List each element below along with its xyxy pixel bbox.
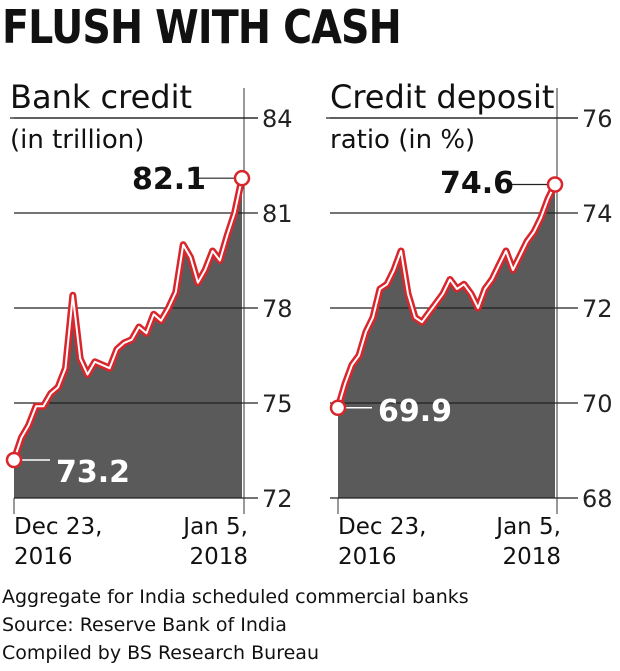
chart2-start-value-label: 69.9	[378, 394, 452, 429]
chart1-x-label-end-line-2: 2018	[189, 544, 248, 570]
chart2-end-value-label: 74.6	[440, 166, 514, 201]
chart2-x-label-start-line-1: Dec 23,	[338, 514, 426, 540]
chart2-x-label-end-line-2: 2018	[502, 544, 561, 570]
chart2-x-label-start-line-2: 2016	[338, 544, 397, 570]
chart1-x-label-start-line-2: 2016	[14, 544, 73, 570]
chart1-x-label-start-line-1: Dec 23,	[14, 514, 102, 540]
chart1-title-line-1: Bank credit	[10, 78, 192, 116]
chart2-y-tick-label: 74	[582, 200, 613, 228]
charts-container: 84 81 78 75 72 73.2 82.1 Bank credit (in trillio…	[5, 78, 613, 570]
chart1-y-tick-label: 78	[262, 295, 293, 323]
chart2-end-marker	[546, 176, 564, 193]
chart1-y-tick-label: 75	[262, 390, 293, 418]
headline: FLUSH WITH CASH	[2, 0, 402, 54]
footer-credit: Compiled by BS Research Bureau	[2, 642, 319, 664]
chart2-title-line-1: Credit deposit	[330, 78, 554, 116]
chart2-start-marker	[329, 399, 347, 416]
chart1-title-line-2: (in trillion)	[10, 125, 144, 155]
chart2-y-tick-label: 70	[582, 390, 613, 418]
chart1-y-tick-label: 84	[262, 105, 293, 133]
chart2-series-highlight	[337, 183, 556, 409]
chart1-start-marker	[5, 451, 23, 469]
chart1-y-tick-label: 72	[262, 485, 293, 513]
chart2-x-label-end-line-1: Jan 5,	[494, 514, 561, 540]
chart2-y-tick-label: 72	[582, 295, 613, 323]
chart1-series-highlight	[13, 177, 243, 461]
chart1-x-label-end-line-1: Jan 5,	[181, 514, 248, 540]
chart1-end-marker	[233, 169, 251, 187]
footer-source: Source: Reserve Bank of India	[2, 614, 287, 636]
chart2-title-line-2: ratio (in %)	[330, 125, 475, 155]
chart1-end-value-label: 82.1	[132, 162, 206, 197]
chart2-y-tick-label: 76	[582, 105, 613, 133]
footer-note: Aggregate for India scheduled commercial…	[2, 586, 469, 608]
chart1-y-tick-label: 81	[262, 200, 293, 228]
chart2-area	[338, 184, 555, 498]
chart2-y-tick-label: 68	[582, 485, 613, 513]
chart1-area	[14, 178, 242, 498]
chart1-start-value-label: 73.2	[56, 455, 130, 490]
